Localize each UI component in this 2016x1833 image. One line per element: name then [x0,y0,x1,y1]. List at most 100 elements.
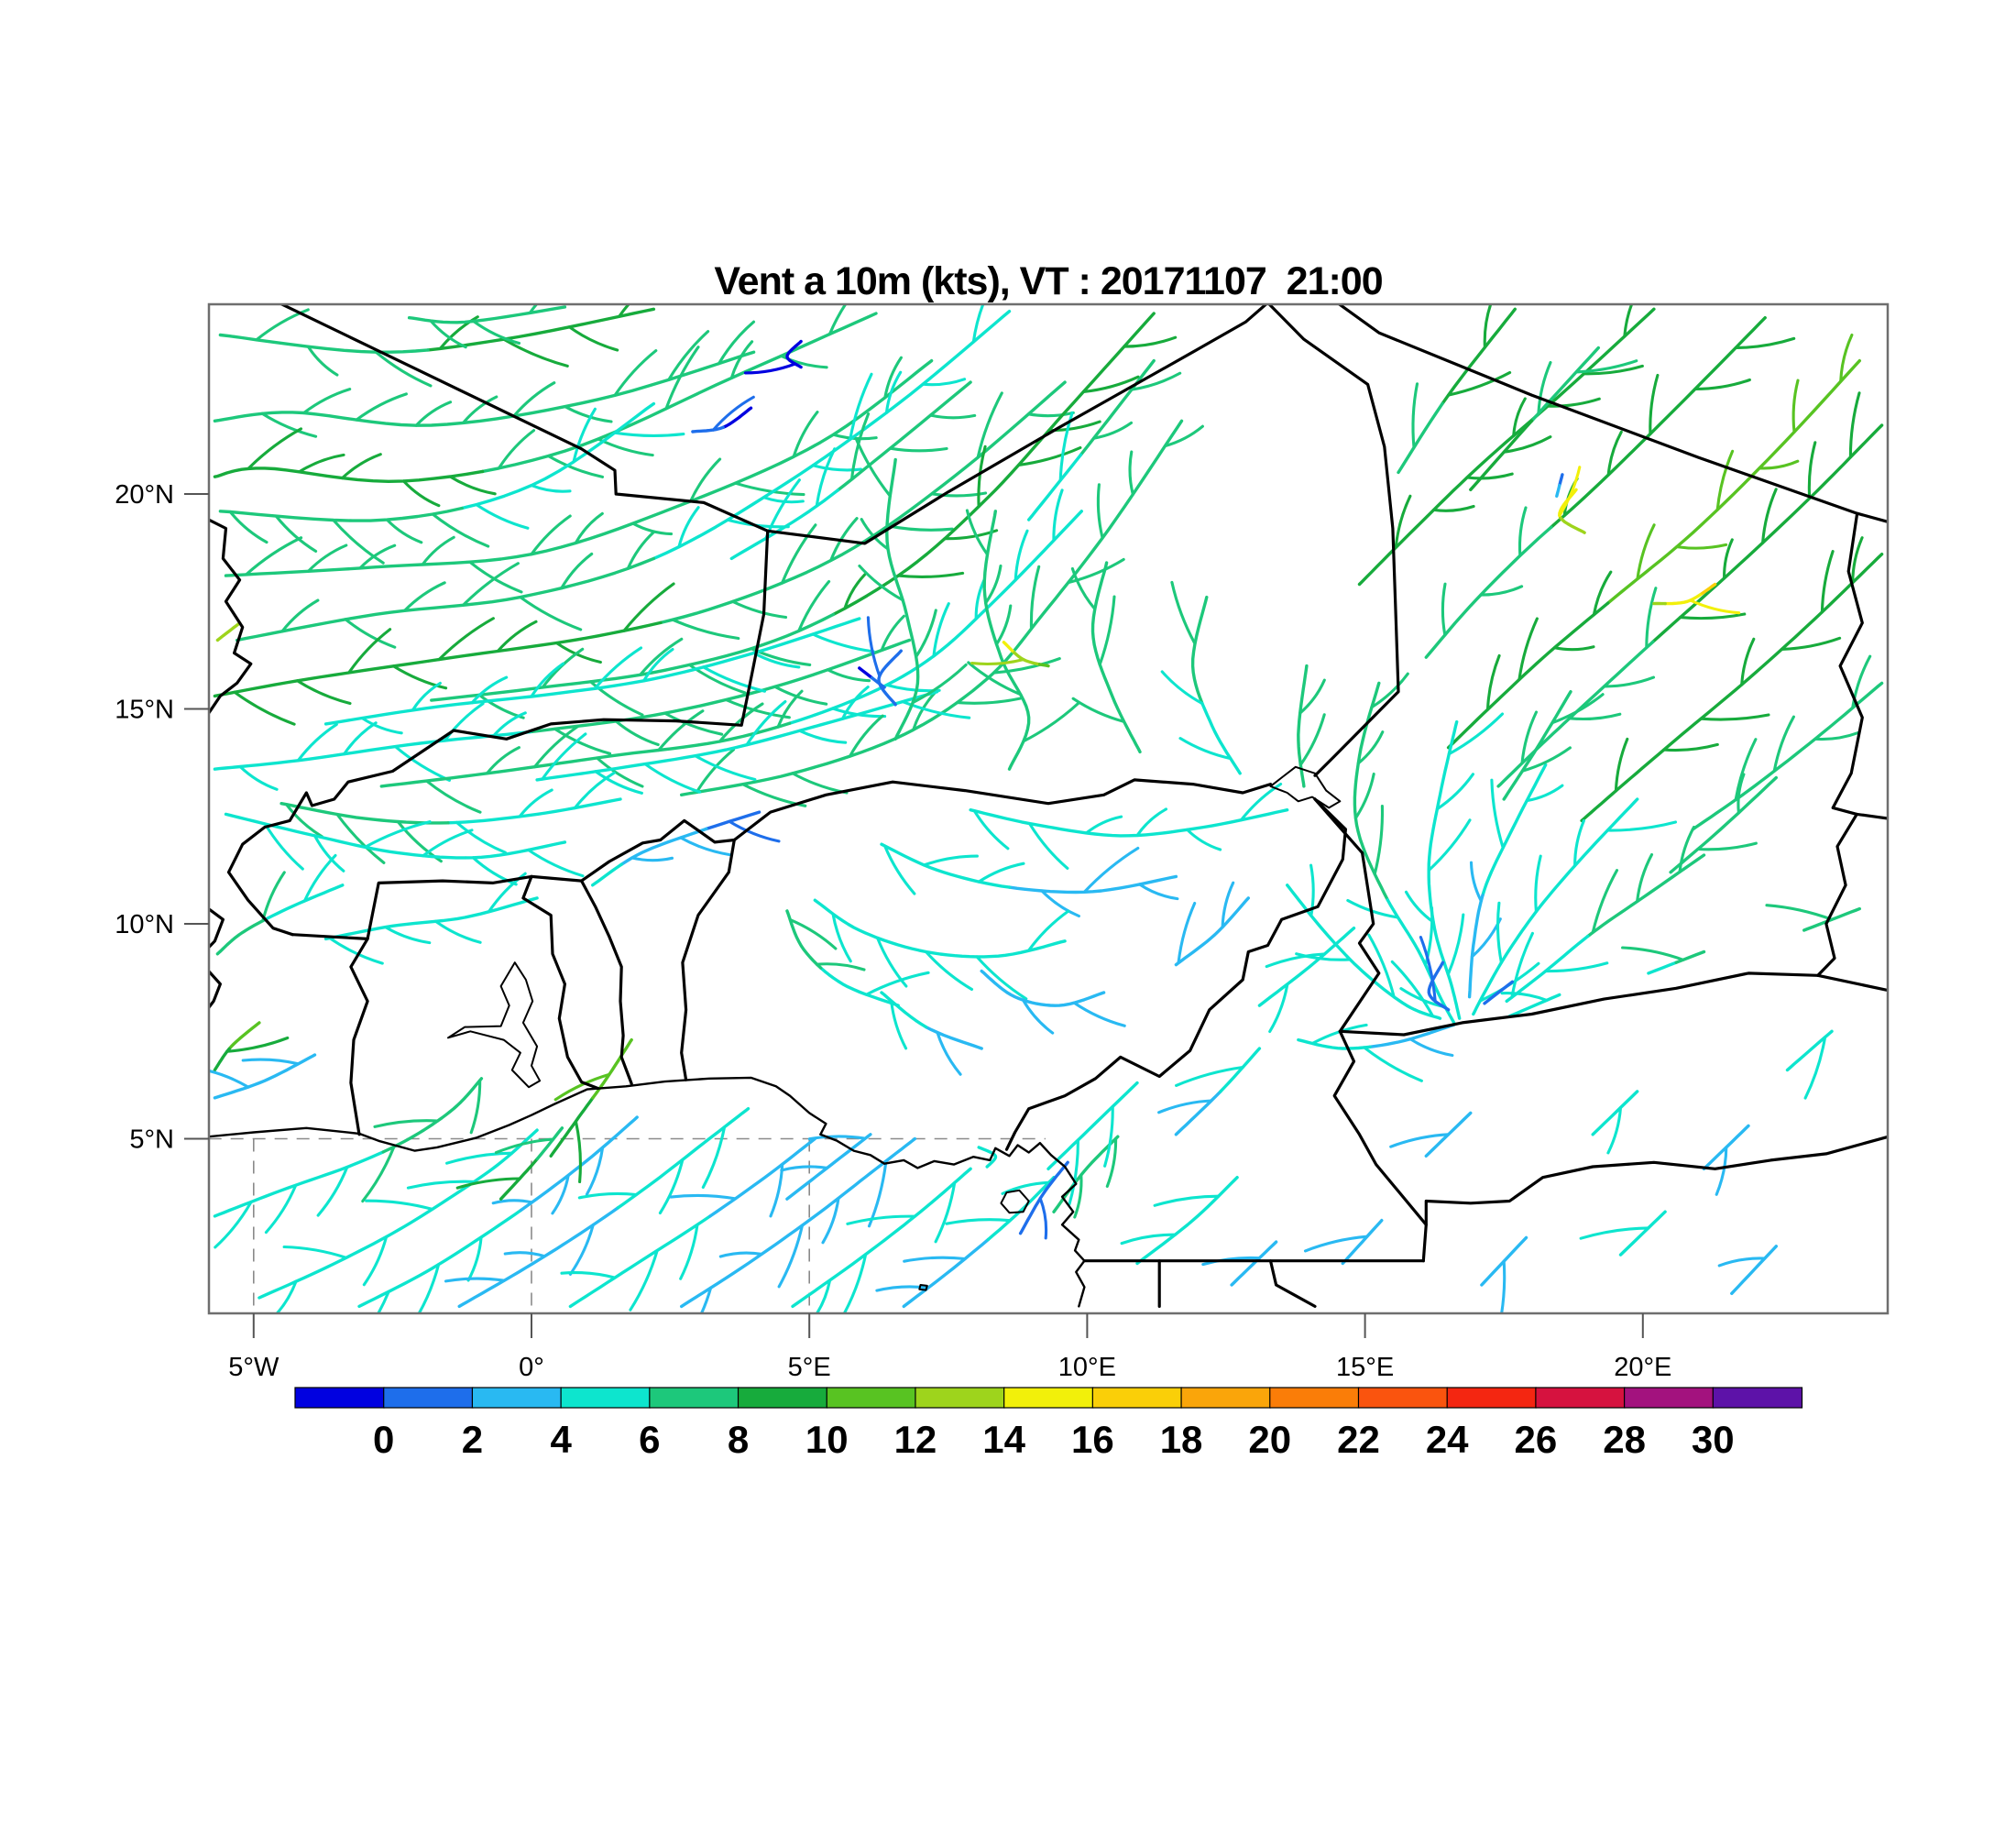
streamline-barb [1447,370,1512,397]
streamline [977,1146,998,1169]
streamline-barb [992,657,1061,675]
streamline [1200,701,1242,775]
streamline-barb [518,788,553,818]
streamline [1013,651,1042,666]
streamline-barb [1537,360,1552,415]
country-border [1268,1259,1317,1308]
streamline-barb [532,725,580,769]
country-border [1831,513,1888,820]
streamline [1446,601,1610,750]
streamline-barb [1807,441,1817,500]
streamline-barb [1465,472,1514,480]
streamline [1651,423,1884,643]
streamline-barb [883,844,916,895]
streamline-barb [448,475,497,496]
streamline-barb [564,405,613,423]
streamline [785,1133,872,1201]
streamline-barb [470,675,509,705]
streamline [430,612,836,702]
streamline-barb [429,319,467,349]
axes: 20°N 15°N 10°N 5°N 5°W 0° 5°E 10°E 15°E 20°E [115,480,1671,1382]
streamline-barb [626,531,655,570]
streamline [1555,483,1561,498]
streamline-barb [1427,818,1472,873]
streamline-barb [854,436,892,498]
colorbar: 0 2 4 6 8 10 12 14 16 18 20 22 24 26 28 30 [294,1387,1803,1461]
streamline-barb [921,378,967,387]
streamline-barb [385,518,423,544]
streamline-barb [445,1151,514,1165]
streamline-barb [1520,710,1539,765]
streamline-barb [695,748,735,794]
streamline-barb [663,711,724,736]
streamline-barb [718,1251,763,1258]
streamline-barb [455,1177,521,1190]
streamline-barb [274,514,318,553]
streamline-barb [1073,1173,1083,1219]
streamline-barb [1239,782,1283,822]
streamline [870,675,886,689]
streamline-barb [406,1180,477,1190]
streamline [787,510,1083,725]
country-border [1004,797,1347,1151]
streamline-barb [1363,1046,1423,1082]
colorbar-segment [1446,1387,1537,1409]
streamline-barb [553,1072,611,1102]
lake-volta [447,961,542,1089]
streamline-barb [527,848,585,878]
streamline-barb [781,523,817,585]
streamline [549,1096,595,1158]
streamline-barb [358,543,397,570]
colorbar-segment [1357,1387,1449,1409]
streamline-barb [284,803,323,839]
streamline-barb [519,596,583,631]
streamline [819,966,900,1007]
streamline-barb [880,614,905,653]
streamline-barb [1723,538,1734,580]
streamline-barb [1740,637,1756,686]
streamline-barb [1373,805,1385,876]
streamline-barb [1603,675,1656,688]
streamline [902,1237,991,1309]
streamline [529,638,912,734]
lat-tick-label: 15°N [115,696,174,725]
streamline-barb [228,510,268,544]
streamline-barb [1446,913,1465,976]
streamline-barb [264,1183,298,1235]
streamline [1502,690,1572,801]
streamline [1669,775,1778,874]
streamline-barb [1013,529,1029,582]
streamline-barb [238,764,279,791]
country-border [530,818,736,883]
streamline-barb [718,702,764,743]
streamline-barb [1552,645,1595,652]
streamline-barb [967,661,1023,697]
streamline [791,1167,972,1309]
streamline-barb [701,1125,727,1190]
streamline [924,1025,983,1050]
streamline-barb [743,362,797,375]
streamline-barb [1479,585,1524,597]
streamline-barb [1309,863,1315,917]
streamline-barb [1356,730,1385,765]
streamline-barb [401,479,441,508]
streamline-barb [1353,772,1375,820]
streamline-barb [1295,952,1352,961]
streamline [235,556,656,642]
streamline-barb [791,772,849,795]
streamline-barb [263,822,304,871]
streamline-barb [901,700,971,719]
streamline-barb [1780,636,1842,651]
country-border [766,304,1268,545]
streamline-barb [848,714,884,758]
country-border [1332,1029,1428,1263]
streamline-barb [890,999,908,1050]
streamline-barb [911,663,968,705]
streamline-barb [1715,449,1735,511]
streamline [1529,346,1600,423]
country-border [1338,971,1888,1037]
streamline-barb [657,709,705,752]
streamline-barb [815,447,837,508]
streamline-barb [1851,536,1864,585]
country-border [1816,812,1858,977]
